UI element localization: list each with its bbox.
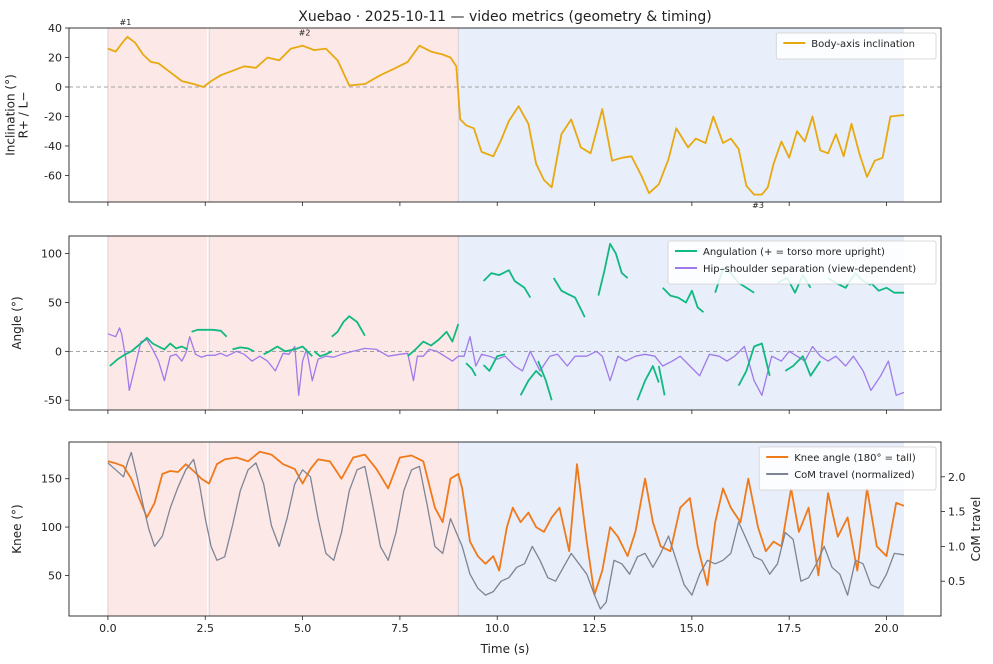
right-y-tick-label: 1.5 <box>948 506 966 519</box>
series-line-com-travel-normalized <box>107 451 905 610</box>
right-y-tick-label: 1.0 <box>948 540 966 553</box>
x-tick-label: 7.5 <box>391 622 409 635</box>
panel-3: 150 100 50 0.0 2.5 5.0 7.5 10.0 12.5 15.0 17.5 20.0… <box>10 441 983 635</box>
x-tick-label: 10.0 <box>485 622 510 635</box>
series-line-angulation-torso-more-upright <box>870 282 904 294</box>
panel-frame <box>68 235 942 411</box>
series-line-angulation-torso-more-upright <box>482 353 506 372</box>
y-tick-label: 50 <box>48 296 62 309</box>
y-tick-label: 20 <box>48 51 62 64</box>
x-tick-label: 17.5 <box>777 622 802 635</box>
right-y-tick-label: 2.0 <box>948 471 966 484</box>
series-line-angulation-torso-more-upright <box>465 362 477 377</box>
y-tick-label: 40 <box>48 22 62 35</box>
y-axis-label: R+ / L− <box>17 92 31 139</box>
x-axis-label: Time (s) <box>480 642 530 656</box>
phase-band <box>107 442 208 616</box>
series-line-angulation-torso-more-upright <box>519 370 543 396</box>
series-line-angulation-torso-more-upright <box>482 269 532 299</box>
series-group <box>107 242 905 401</box>
series-line-angulation-torso-more-upright <box>662 287 705 313</box>
x-tick-label: 12.5 <box>582 622 607 635</box>
right-y-axis-label: CoM travel <box>969 497 983 562</box>
panel-1: 40 20 0 -20 -40 -60 Inclination (°) R+ / L− #1 #2… <box>4 18 942 210</box>
series-line-angulation-torso-more-upright <box>657 365 666 396</box>
series-line-angulation-torso-more-upright <box>331 315 366 338</box>
series-line-angulation-torso-more-upright <box>313 350 333 358</box>
y-tick-label: -40 <box>44 140 62 153</box>
series-group <box>107 35 905 196</box>
series-line-knee-angle-180-tall <box>107 450 905 596</box>
y-tick-label: -60 <box>44 169 62 182</box>
figure-title: Xuebao · 2025-10-11 — video metrics (geo… <box>298 9 712 25</box>
series-line-angulation-torso-more-upright <box>552 277 586 318</box>
phase-band <box>107 236 208 410</box>
y-tick-label: 0 <box>55 345 62 358</box>
phase-band <box>107 28 208 202</box>
x-tick-label: 20.0 <box>874 622 899 635</box>
phase-band <box>209 28 459 202</box>
series-line-angulation-torso-more-upright <box>597 242 629 296</box>
legend-label: Knee angle (180° = tall) <box>794 453 916 464</box>
series-line-angulation-torso-more-upright <box>636 365 660 401</box>
y-tick-label: -20 <box>44 110 62 123</box>
x-tick-label: 0.0 <box>99 622 117 635</box>
series-line-angulation-torso-more-upright <box>232 346 255 353</box>
legend-label: Body-axis inclination <box>811 39 915 50</box>
y-axis-label: Knee (°) <box>10 504 24 553</box>
y-axis-label: Inclination (°) <box>4 74 18 156</box>
panel-frame <box>68 27 942 203</box>
series-group <box>107 450 905 610</box>
y-tick-label: 100 <box>41 248 62 261</box>
y-tick-label: 0 <box>55 81 62 94</box>
right-y-tick-label: 0.5 <box>948 575 966 588</box>
series-line-angulation-torso-more-upright <box>737 342 771 387</box>
peak-annotation: #3 <box>752 201 764 210</box>
x-tick-label: 15.0 <box>680 622 705 635</box>
series-line-angulation-torso-more-upright <box>784 355 822 377</box>
legend: Body-axis inclination <box>775 32 937 60</box>
y-tick-label: 150 <box>41 473 62 486</box>
x-tick-label: 5.0 <box>294 622 312 635</box>
series-line-angulation-torso-more-upright <box>191 328 228 338</box>
series-line-hip-shoulder-separation-view-dependent <box>107 327 905 396</box>
legend-box <box>775 32 937 60</box>
legend-box <box>758 446 937 491</box>
panel-frame <box>68 441 942 617</box>
series-line-angulation-torso-more-upright <box>263 345 313 357</box>
panel-2: 100 50 0 -50 Angle (°) Angulation (+ = torso … <box>10 235 942 414</box>
legend-label: CoM travel (normalized) <box>794 470 915 481</box>
y-axis-label: Angle (°) <box>10 296 24 349</box>
series-line-angulation-torso-more-upright <box>537 360 553 401</box>
phase-band <box>209 236 459 410</box>
series-line-body-axis-inclination <box>107 35 905 196</box>
series-line-angulation-torso-more-upright <box>407 323 460 357</box>
series-line-angulation-torso-more-upright <box>109 336 189 367</box>
peak-annotation: #1 <box>120 18 132 27</box>
peak-annotation: #2 <box>299 28 311 37</box>
y-tick-label: 50 <box>48 569 62 582</box>
phase-band <box>209 442 459 616</box>
x-tick-label: 2.5 <box>197 622 215 635</box>
y-tick-label: 100 <box>41 521 62 534</box>
legend-label: Hip–shoulder separation (view-dependent) <box>703 264 916 275</box>
legend-box <box>667 240 937 285</box>
y-tick-label: -50 <box>44 394 62 407</box>
legend: Knee angle (180° = tall) CoM travel (norm… <box>758 446 937 491</box>
legend: Angulation (+ = torso more upright) Hip–s… <box>667 240 937 285</box>
legend-label: Angulation (+ = torso more upright) <box>703 247 885 258</box>
